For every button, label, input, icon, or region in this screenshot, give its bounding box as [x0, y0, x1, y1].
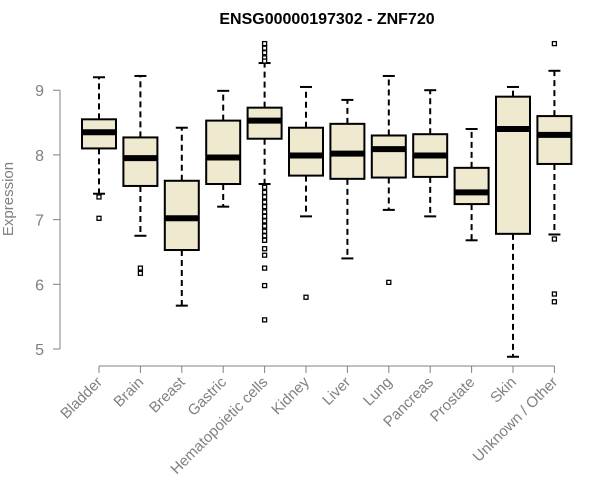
y-tick-label: 8	[35, 148, 44, 165]
outlier-point	[261, 246, 268, 252]
box-skin	[495, 85, 531, 358]
outlier-point	[261, 50, 268, 56]
boxes-group	[81, 40, 573, 358]
outlier-point	[261, 265, 268, 271]
outlier-point	[261, 204, 268, 210]
outlier-point	[261, 317, 268, 323]
x-category-label: Kidney	[268, 373, 313, 418]
outlier-point	[137, 265, 144, 271]
outlier-point	[261, 58, 268, 64]
x-category-label: Lung	[360, 374, 396, 410]
outlier-point	[137, 270, 144, 276]
outlier-point	[261, 184, 268, 190]
outlier-point	[303, 294, 309, 300]
y-axis: 5 6 7 8 9	[35, 83, 61, 359]
outlier-point	[261, 199, 268, 205]
outlier-point	[261, 282, 268, 289]
y-tick-label: 5	[35, 342, 44, 359]
outlier-point	[261, 237, 268, 243]
outlier-point	[386, 279, 392, 286]
box-unknown-other	[536, 40, 573, 305]
box-iqr	[536, 115, 573, 165]
box-breast	[163, 126, 200, 307]
outlier-point	[261, 40, 268, 47]
x-category-label: Liver	[319, 374, 354, 409]
box-gastric	[205, 89, 242, 208]
box-iqr	[370, 134, 407, 179]
y-tick-label: 6	[35, 277, 44, 294]
outlier-point	[96, 215, 102, 221]
outlier-point	[96, 194, 102, 200]
outlier-point	[261, 228, 268, 234]
box-brain	[122, 74, 159, 276]
box-prostate	[453, 128, 490, 242]
box-hematopoietic-cells	[246, 40, 283, 323]
box-iqr	[205, 119, 242, 186]
box-iqr	[495, 95, 531, 235]
outlier-point	[261, 45, 268, 51]
outlier-point	[261, 194, 268, 200]
x-category-label: Prostate	[427, 374, 479, 426]
box-bladder	[81, 76, 117, 221]
box-lung	[370, 74, 407, 286]
outlier-point	[261, 252, 268, 258]
outlier-point	[261, 189, 268, 196]
y-tick-label: 9	[35, 83, 44, 100]
outlier-point	[551, 236, 558, 242]
outlier-point	[551, 299, 558, 305]
box-iqr	[288, 126, 324, 177]
x-category-label: Breast	[146, 373, 189, 416]
box-liver	[329, 98, 366, 260]
chart-title: ENSG00000197302 - ZNF720	[219, 11, 434, 28]
y-axis-label: Expression	[0, 162, 17, 236]
box-iqr	[453, 166, 490, 206]
box-pancreas	[412, 89, 449, 218]
x-category-label: Skin	[487, 374, 520, 407]
outlier-point	[261, 209, 268, 215]
outlier-point	[261, 233, 268, 239]
outlier-point	[551, 291, 558, 297]
x-category-label: Bladder	[57, 374, 106, 423]
outlier-point	[261, 213, 268, 220]
box-kidney	[288, 85, 324, 300]
y-tick-label: 7	[35, 213, 44, 230]
outlier-point	[261, 218, 268, 224]
x-category-label: Brain	[110, 374, 147, 411]
outlier-point	[551, 40, 558, 47]
box-iqr	[122, 136, 159, 187]
outlier-point	[261, 223, 268, 229]
